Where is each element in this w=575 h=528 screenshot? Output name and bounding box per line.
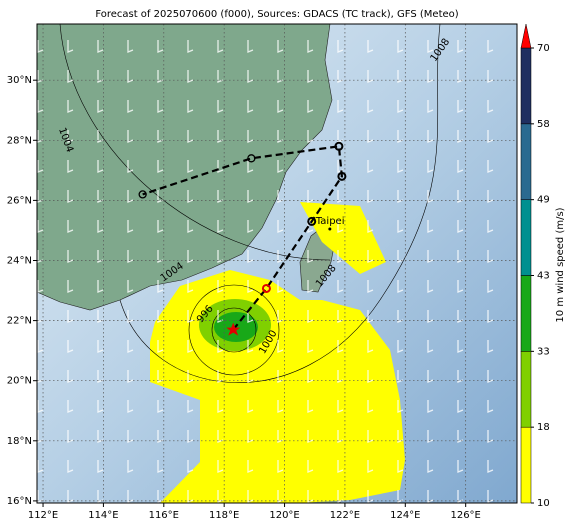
colorbar-extend — [520, 23, 532, 49]
wind-barbs — [37, 24, 517, 503]
colorbar-title: 10 m wind speed (m/s) — [555, 207, 566, 322]
track-point — [247, 154, 256, 163]
y-tick-label: 28°N — [7, 135, 32, 146]
colorbar-tick-label: 43 — [537, 271, 550, 282]
colorbar-tick-label: 18 — [537, 422, 550, 433]
colorbar-segment — [520, 199, 532, 276]
y-tick-label: 16°N — [7, 496, 32, 507]
y-tick-label: 30°N — [7, 75, 32, 86]
track-point — [337, 171, 347, 181]
colorbar-segment — [520, 47, 532, 125]
map-frame — [36, 23, 518, 504]
current-position — [226, 322, 241, 336]
track-line — [142, 145, 344, 331]
colorbar-tick-label: 10 — [537, 498, 550, 509]
x-tick-label: 120°E — [269, 510, 299, 521]
x-tick-label: 116°E — [149, 510, 179, 521]
x-tick-label: 122°E — [330, 510, 360, 521]
colorbar-tick-label: 49 — [537, 195, 550, 206]
y-tick-label: 22°N — [7, 316, 32, 327]
colorbar-segment — [520, 275, 532, 352]
colorbar-tick-label: 33 — [537, 346, 550, 357]
x-tick-label: 112°E — [28, 510, 58, 521]
chart-title: Forecast of 2025070600 (f000), Sources: … — [95, 9, 458, 20]
y-tick-label: 20°N — [7, 376, 32, 387]
y-tick-label: 26°N — [7, 195, 32, 206]
colorbar-tick-label: 70 — [537, 43, 550, 54]
colorbar-segment — [520, 351, 532, 428]
colorbar-segment — [520, 123, 532, 200]
x-tick-label: 118°E — [209, 510, 239, 521]
city-label: Taipei — [315, 216, 345, 227]
city-marker — [328, 227, 332, 231]
track-point — [334, 141, 344, 151]
track-point — [261, 283, 271, 293]
y-tick-label: 18°N — [7, 436, 32, 447]
colorbar-segment — [520, 426, 532, 504]
x-tick-label: 114°E — [88, 510, 118, 521]
track-point — [138, 190, 147, 199]
colorbar-tick-label: 58 — [537, 119, 550, 130]
track-point — [307, 216, 317, 226]
x-tick-label: 126°E — [450, 510, 480, 521]
x-tick-label: 124°E — [390, 510, 420, 521]
y-tick-label: 24°N — [7, 255, 32, 266]
